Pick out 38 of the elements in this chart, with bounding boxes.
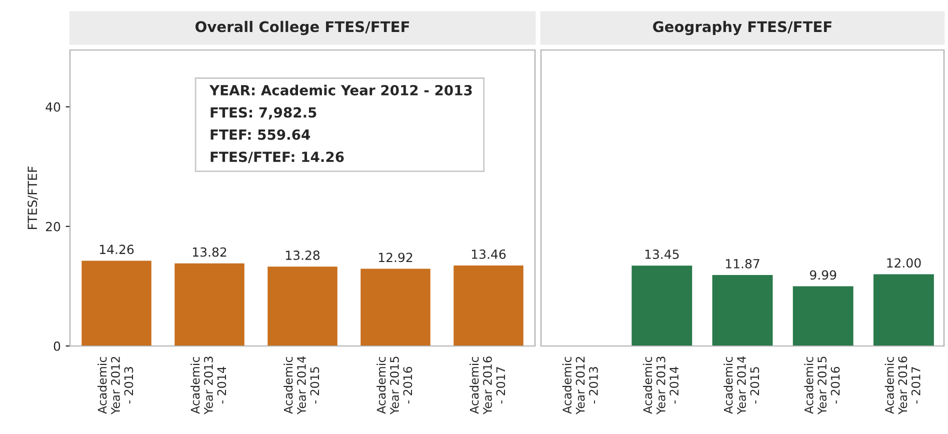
data-label: 13.46 — [472, 249, 506, 259]
y-tick-label: 0 — [54, 341, 60, 351]
y-tick-label: 20 — [46, 222, 60, 232]
bar — [712, 275, 773, 346]
x-tick-label: Academic Year 2012 - 2013 — [98, 356, 134, 415]
x-tick-label: Academic Year 2014 - 2015 — [724, 356, 760, 415]
x-tick-label: Academic Year 2016 - 2017 — [884, 356, 920, 415]
x-tick-label: Academic Year 2012 - 2013 — [562, 356, 598, 415]
y-axis-title: FTES/FTEF — [28, 166, 38, 229]
bar — [873, 274, 934, 346]
x-tick-label: Academic Year 2015 - 2016 — [804, 356, 840, 415]
bar — [360, 268, 430, 346]
data-label: 14.26 — [100, 244, 134, 254]
x-tick-label: Academic Year 2013 - 2014 — [190, 356, 226, 415]
bar — [82, 260, 152, 346]
chart-title: Geography FTES/FTEF — [653, 20, 832, 36]
annotation: YEAR: Academic Year 2012 - 2013 — [209, 84, 472, 96]
y-tick-label: 40 — [46, 102, 60, 112]
data-label: 9.99 — [810, 270, 836, 280]
x-tick-label: Academic Year 2015 - 2016 — [376, 356, 412, 415]
bar — [632, 266, 692, 346]
chart-title: Overall College FTES/FTEF — [195, 20, 409, 36]
bar — [268, 266, 338, 346]
data-label: 12.00 — [887, 258, 921, 268]
data-label: 13.45 — [645, 250, 679, 259]
x-tick-label: Academic Year 2013 - 2014 — [642, 356, 679, 415]
bar — [792, 286, 854, 346]
data-label: 13.28 — [286, 250, 320, 260]
bar — [174, 263, 244, 346]
x-tick-label: Academic Year 2016 - 2017 — [470, 356, 506, 415]
annotation: FTEF: 559.64 — [210, 129, 310, 140]
x-tick-label: Academic Year 2014 - 2015 — [284, 356, 320, 415]
bar — [454, 266, 524, 346]
annotation: FTES/FTEF: 14.26 — [210, 152, 344, 164]
data-label: 12.92 — [378, 252, 412, 262]
annotation: FTES: 7,982.5 — [210, 107, 316, 120]
data-label: 13.82 — [192, 247, 226, 257]
data-label: 11.87 — [726, 258, 760, 268]
